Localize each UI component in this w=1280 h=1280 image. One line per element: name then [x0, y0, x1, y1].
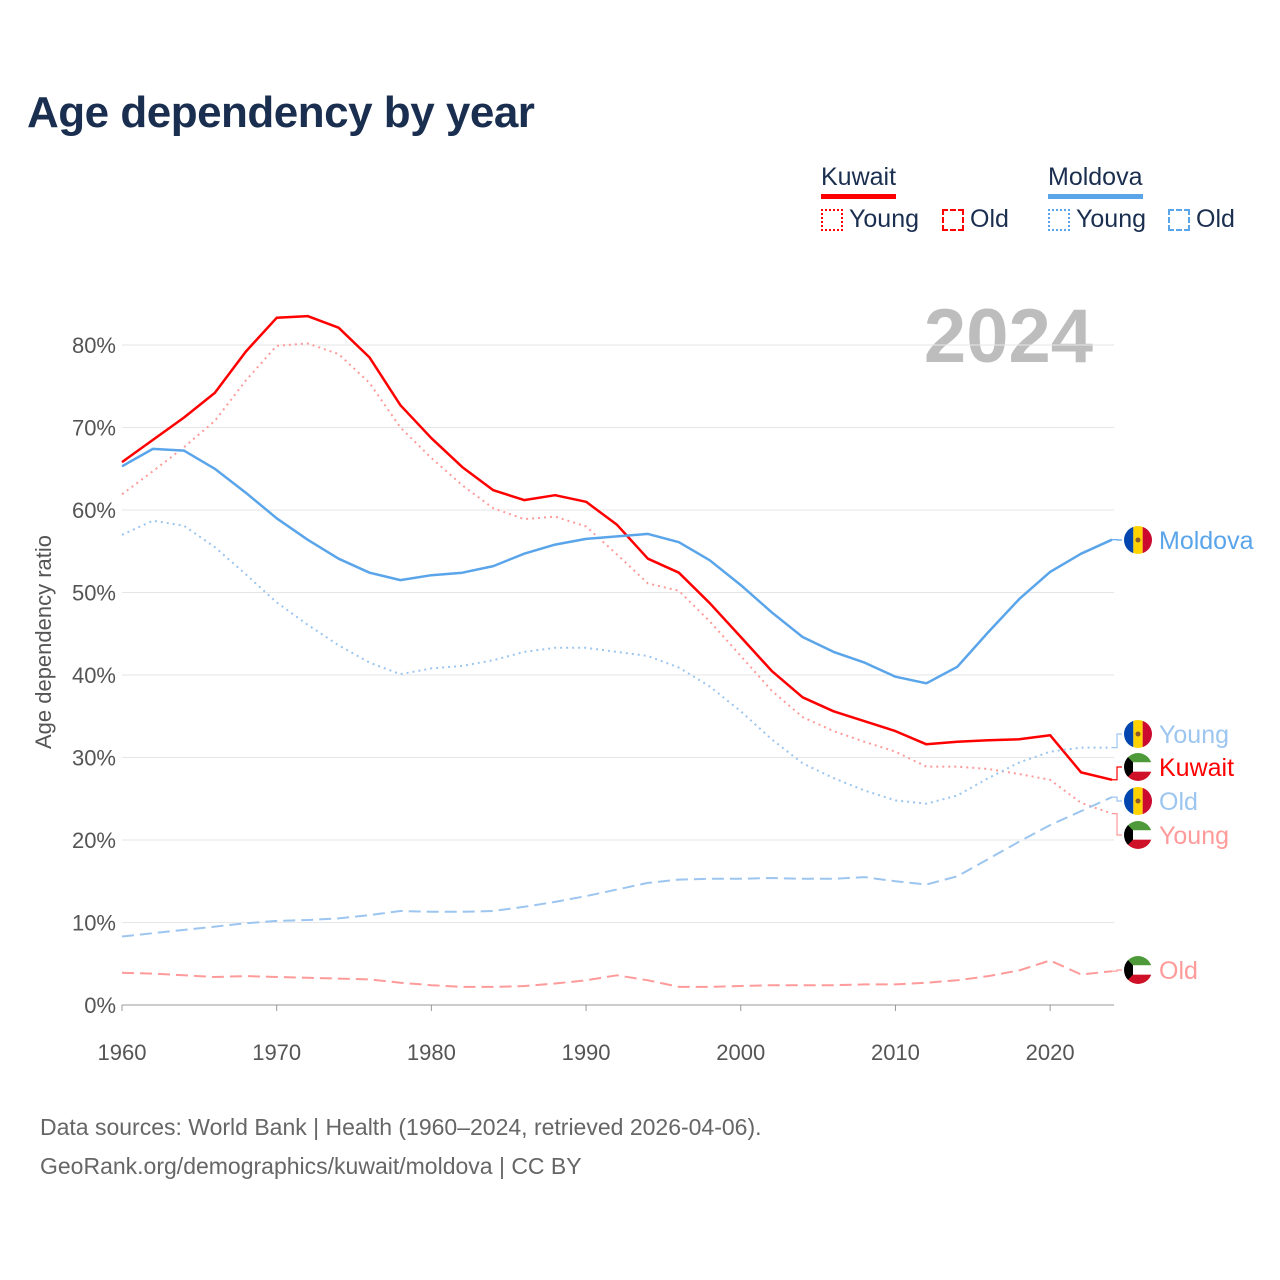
flag-stripe — [1124, 762, 1152, 772]
series-line-kuwait — [121, 314, 1113, 782]
x-tick-label: 2020 — [1026, 1040, 1075, 1065]
legend-label: Young — [849, 205, 919, 233]
legend-moldova[interactable]: Moldova — [1048, 163, 1143, 199]
flag-stripe — [1124, 839, 1152, 849]
x-tick-label: 1990 — [562, 1040, 611, 1065]
series-line-moldova-young — [121, 519, 1112, 805]
flag-trapezoid — [1124, 956, 1133, 984]
legend-label: Old — [970, 205, 1009, 233]
flag-stripe — [1142, 787, 1152, 815]
leader-line — [1112, 796, 1122, 802]
source-line-2[interactable]: GeoRank.org/demographics/kuwait/moldova … — [40, 1153, 582, 1179]
chart-title: Age dependency by year — [27, 88, 535, 137]
y-tick-label: 40% — [72, 663, 116, 688]
moldova-flag-icon — [1124, 720, 1152, 748]
flag-emblem — [1135, 731, 1141, 737]
leader-line — [1112, 766, 1122, 781]
y-tick-label: 0% — [84, 993, 116, 1018]
kuwait-flag-icon — [1124, 956, 1152, 984]
series-line-kuwait-old — [121, 959, 1113, 988]
kuwait-flag-icon — [1124, 821, 1152, 849]
y-axis-label: Age dependency ratio — [31, 535, 56, 749]
x-tick-label: 2010 — [871, 1040, 920, 1065]
flag-stripe — [1124, 965, 1152, 975]
flag-stripe — [1142, 526, 1152, 554]
flag-stripe — [1124, 830, 1152, 840]
end-label-moldova-young: Young — [1112, 720, 1229, 749]
end-label-text: Kuwait — [1159, 754, 1234, 782]
y-tick-label: 30% — [72, 746, 116, 771]
end-label-text: Old — [1159, 788, 1198, 816]
flag-emblem — [1135, 537, 1141, 543]
dashed-swatch-icon — [1168, 208, 1190, 231]
flag-stripe — [1124, 526, 1134, 554]
flag-stripe — [1124, 753, 1152, 763]
source-line-1: Data sources: World Bank | Health (1960–… — [40, 1114, 762, 1140]
x-tick-label: 1960 — [98, 1040, 147, 1065]
flag-trapezoid — [1124, 753, 1133, 781]
dotted-swatch-icon — [1048, 208, 1070, 231]
y-tick-label: 80% — [72, 333, 116, 358]
end-label-moldova: Moldova — [1112, 526, 1254, 555]
dashed-swatch-icon — [942, 208, 964, 231]
end-label-kuwait: Kuwait — [1112, 753, 1234, 782]
legend-kuwait[interactable]: Kuwait — [821, 163, 897, 199]
y-tick-label: 10% — [72, 911, 116, 936]
legend-label: Young — [1076, 205, 1146, 233]
legend-moldova-old[interactable]: Old — [1168, 205, 1235, 234]
series-line-moldova — [121, 447, 1113, 685]
dotted-swatch-icon — [821, 208, 843, 231]
legend-kuwait-young[interactable]: Young — [821, 205, 919, 234]
y-tick-label: 50% — [72, 581, 116, 606]
x-tick-label: 1980 — [407, 1040, 456, 1065]
legend-label: Old — [1196, 205, 1235, 233]
flag-stripe — [1124, 720, 1134, 748]
end-label-text: Young — [1159, 721, 1229, 749]
flag-stripe — [1124, 771, 1152, 781]
y-tick-label: 20% — [72, 828, 116, 853]
flag-stripe — [1124, 821, 1152, 831]
end-label-kuwait-young: Young — [1112, 812, 1229, 850]
flag-stripe — [1124, 787, 1134, 815]
flag-emblem — [1135, 798, 1141, 804]
end-label-text: Young — [1159, 822, 1229, 850]
series-line-moldova-old — [121, 796, 1113, 938]
end-label-moldova-old: Old — [1112, 787, 1198, 816]
x-tick-label: 1970 — [252, 1040, 301, 1065]
moldova-flag-icon — [1124, 787, 1152, 815]
flag-trapezoid — [1124, 821, 1133, 849]
leader-line — [1112, 733, 1122, 749]
year-watermark: 2024 — [924, 294, 1093, 379]
legend-kuwait-old[interactable]: Old — [942, 205, 1009, 234]
end-label-text: Moldova — [1159, 527, 1254, 555]
legend-moldova-young[interactable]: Young — [1048, 205, 1146, 234]
kuwait-flag-icon — [1124, 753, 1152, 781]
leader-line — [1112, 812, 1122, 836]
flag-stripe — [1142, 720, 1152, 748]
y-tick-label: 60% — [72, 498, 116, 523]
end-label-kuwait-old: Old — [1112, 956, 1198, 985]
flag-stripe — [1124, 956, 1152, 966]
y-tick-label: 70% — [72, 416, 116, 441]
moldova-flag-icon — [1124, 526, 1152, 554]
series-line-kuwait-young — [121, 342, 1113, 815]
end-label-text: Old — [1159, 957, 1198, 985]
x-tick-label: 2000 — [716, 1040, 765, 1065]
source-note: Data sources: World Bank | Health (1960–… — [40, 1108, 762, 1186]
flag-stripe — [1124, 974, 1152, 984]
leader-line — [1112, 969, 1122, 972]
